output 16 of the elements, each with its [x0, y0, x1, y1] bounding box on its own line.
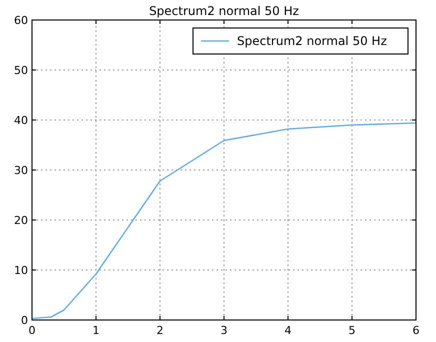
y-tick-label: 30 — [14, 164, 28, 177]
y-tick-label: 50 — [14, 64, 28, 77]
y-tick-label: 10 — [14, 264, 28, 277]
y-tick-label: 20 — [14, 214, 28, 227]
x-tick-label: 3 — [220, 324, 228, 337]
y-tick-label: 60 — [14, 14, 28, 27]
x-tick-label: 1 — [92, 324, 100, 337]
y-tick-label: 0 — [21, 314, 28, 327]
x-tick-label: 6 — [412, 324, 420, 337]
chart-title: Spectrum2 normal 50 Hz — [149, 4, 299, 18]
y-tick-label: 40 — [14, 114, 28, 127]
x-tick-label: 5 — [348, 324, 356, 337]
line-series — [31, 122, 417, 320]
legend-label: Spectrum2 normal 50 Hz — [237, 34, 387, 48]
x-tick-label: 2 — [156, 324, 164, 337]
x-tick-label: 4 — [284, 324, 292, 337]
